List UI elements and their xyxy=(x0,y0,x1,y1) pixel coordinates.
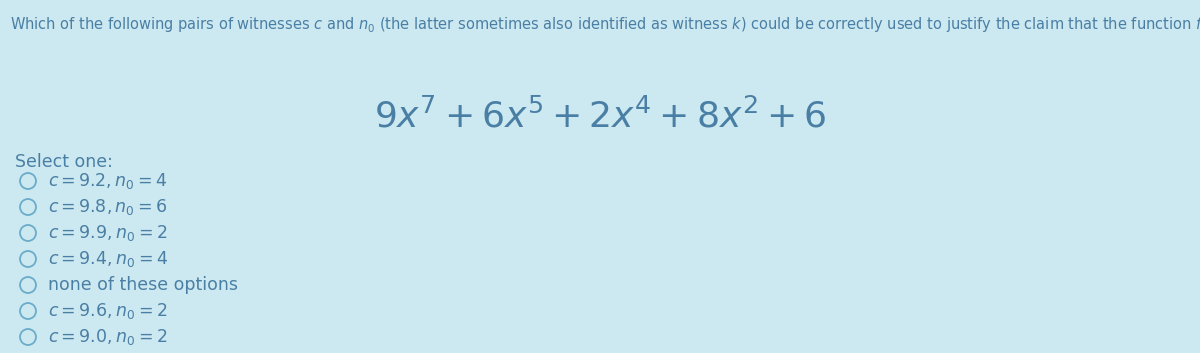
Text: $9x^7 + 6x^5 + 2x^4 + 8x^2 + 6$: $9x^7 + 6x^5 + 2x^4 + 8x^2 + 6$ xyxy=(373,98,827,134)
Text: $c = 9.2, n_0 = 4$: $c = 9.2, n_0 = 4$ xyxy=(48,171,167,191)
Text: $c = 9.4, n_0 = 4$: $c = 9.4, n_0 = 4$ xyxy=(48,249,168,269)
Text: Select one:: Select one: xyxy=(14,153,113,171)
Text: Which of the following pairs of witnesses $c$ and $n_0$ (the latter sometimes al: Which of the following pairs of witnesse… xyxy=(10,13,1200,35)
Text: $c = 9.0, n_0 = 2$: $c = 9.0, n_0 = 2$ xyxy=(48,327,167,347)
Text: none of these options: none of these options xyxy=(48,276,238,294)
Text: $c = 9.6, n_0 = 2$: $c = 9.6, n_0 = 2$ xyxy=(48,301,167,321)
Text: $c = 9.9, n_0 = 2$: $c = 9.9, n_0 = 2$ xyxy=(48,223,167,243)
Text: $c = 9.8, n_0 = 6$: $c = 9.8, n_0 = 6$ xyxy=(48,197,168,217)
